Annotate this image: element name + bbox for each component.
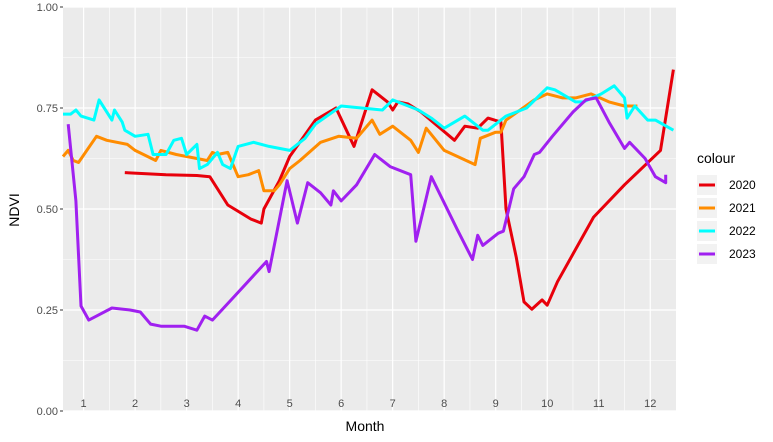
series-layer bbox=[61, 69, 675, 332]
y-tick-label: 0.75 bbox=[37, 103, 58, 115]
y-tick-label: 1.00 bbox=[37, 2, 58, 14]
y-axis-title: NDVI bbox=[6, 193, 22, 226]
y-tick-label: 0.50 bbox=[37, 204, 58, 216]
legend: colour 2020 2021 2022 2023 bbox=[697, 150, 756, 264]
y-tick-label: 0.25 bbox=[37, 305, 58, 317]
x-tick-label: 3 bbox=[184, 398, 190, 410]
legend-label-2022: 2022 bbox=[729, 224, 756, 238]
x-tick-label: 8 bbox=[441, 398, 447, 410]
legend-label-2020: 2020 bbox=[729, 178, 756, 192]
series-line-2022 bbox=[63, 84, 675, 171]
x-axis-title: Month bbox=[346, 418, 385, 434]
grid-major bbox=[63, 6, 676, 412]
x-tick-label: 4 bbox=[235, 398, 241, 410]
legend-label-2023: 2023 bbox=[729, 247, 756, 261]
x-tick-label: 11 bbox=[593, 398, 604, 410]
x-tick-label: 6 bbox=[338, 398, 344, 410]
y-tick-label: 0.00 bbox=[37, 406, 58, 418]
x-tick-label: 5 bbox=[287, 398, 293, 410]
y-axis: 0.00 0.25 0.50 0.75 1.00 bbox=[37, 2, 63, 418]
x-tick-label: 9 bbox=[493, 398, 499, 410]
x-tick-label: 2 bbox=[132, 398, 138, 410]
x-axis: 1 2 3 4 5 6 7 8 9 10 11 12 bbox=[81, 398, 657, 410]
x-tick-label: 7 bbox=[390, 398, 396, 410]
x-tick-label: 10 bbox=[541, 398, 553, 410]
legend-title: colour bbox=[697, 150, 735, 166]
series-line-2023 bbox=[66, 96, 668, 332]
x-tick-label: 12 bbox=[644, 398, 656, 410]
series-line-2020 bbox=[124, 69, 675, 311]
legend-label-2021: 2021 bbox=[729, 201, 756, 215]
series-line-2021 bbox=[61, 92, 638, 193]
x-tick-label: 1 bbox=[81, 398, 87, 410]
